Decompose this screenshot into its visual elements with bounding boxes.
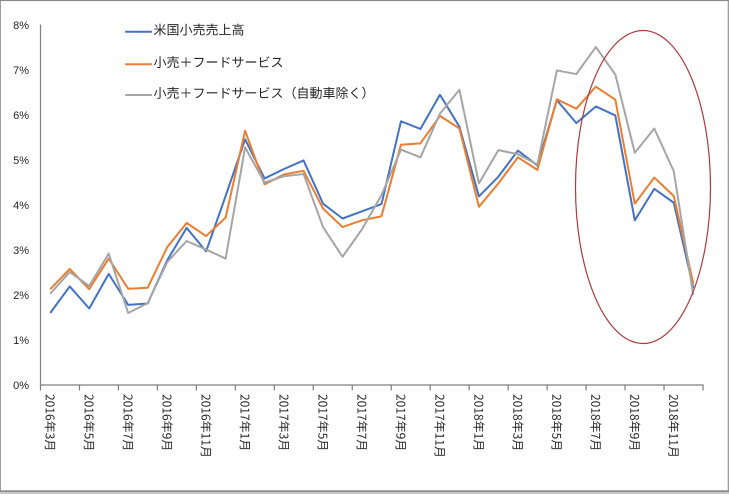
svg-text:5%: 5%	[13, 155, 29, 167]
svg-text:2%: 2%	[13, 290, 29, 302]
svg-text:3%: 3%	[13, 245, 29, 257]
svg-text:7%: 7%	[13, 65, 29, 77]
svg-text:4%: 4%	[13, 200, 29, 212]
svg-text:8%: 8%	[13, 20, 29, 32]
svg-text:1%: 1%	[13, 335, 29, 347]
svg-text:6%: 6%	[13, 110, 29, 122]
svg-text:0%: 0%	[13, 380, 29, 392]
